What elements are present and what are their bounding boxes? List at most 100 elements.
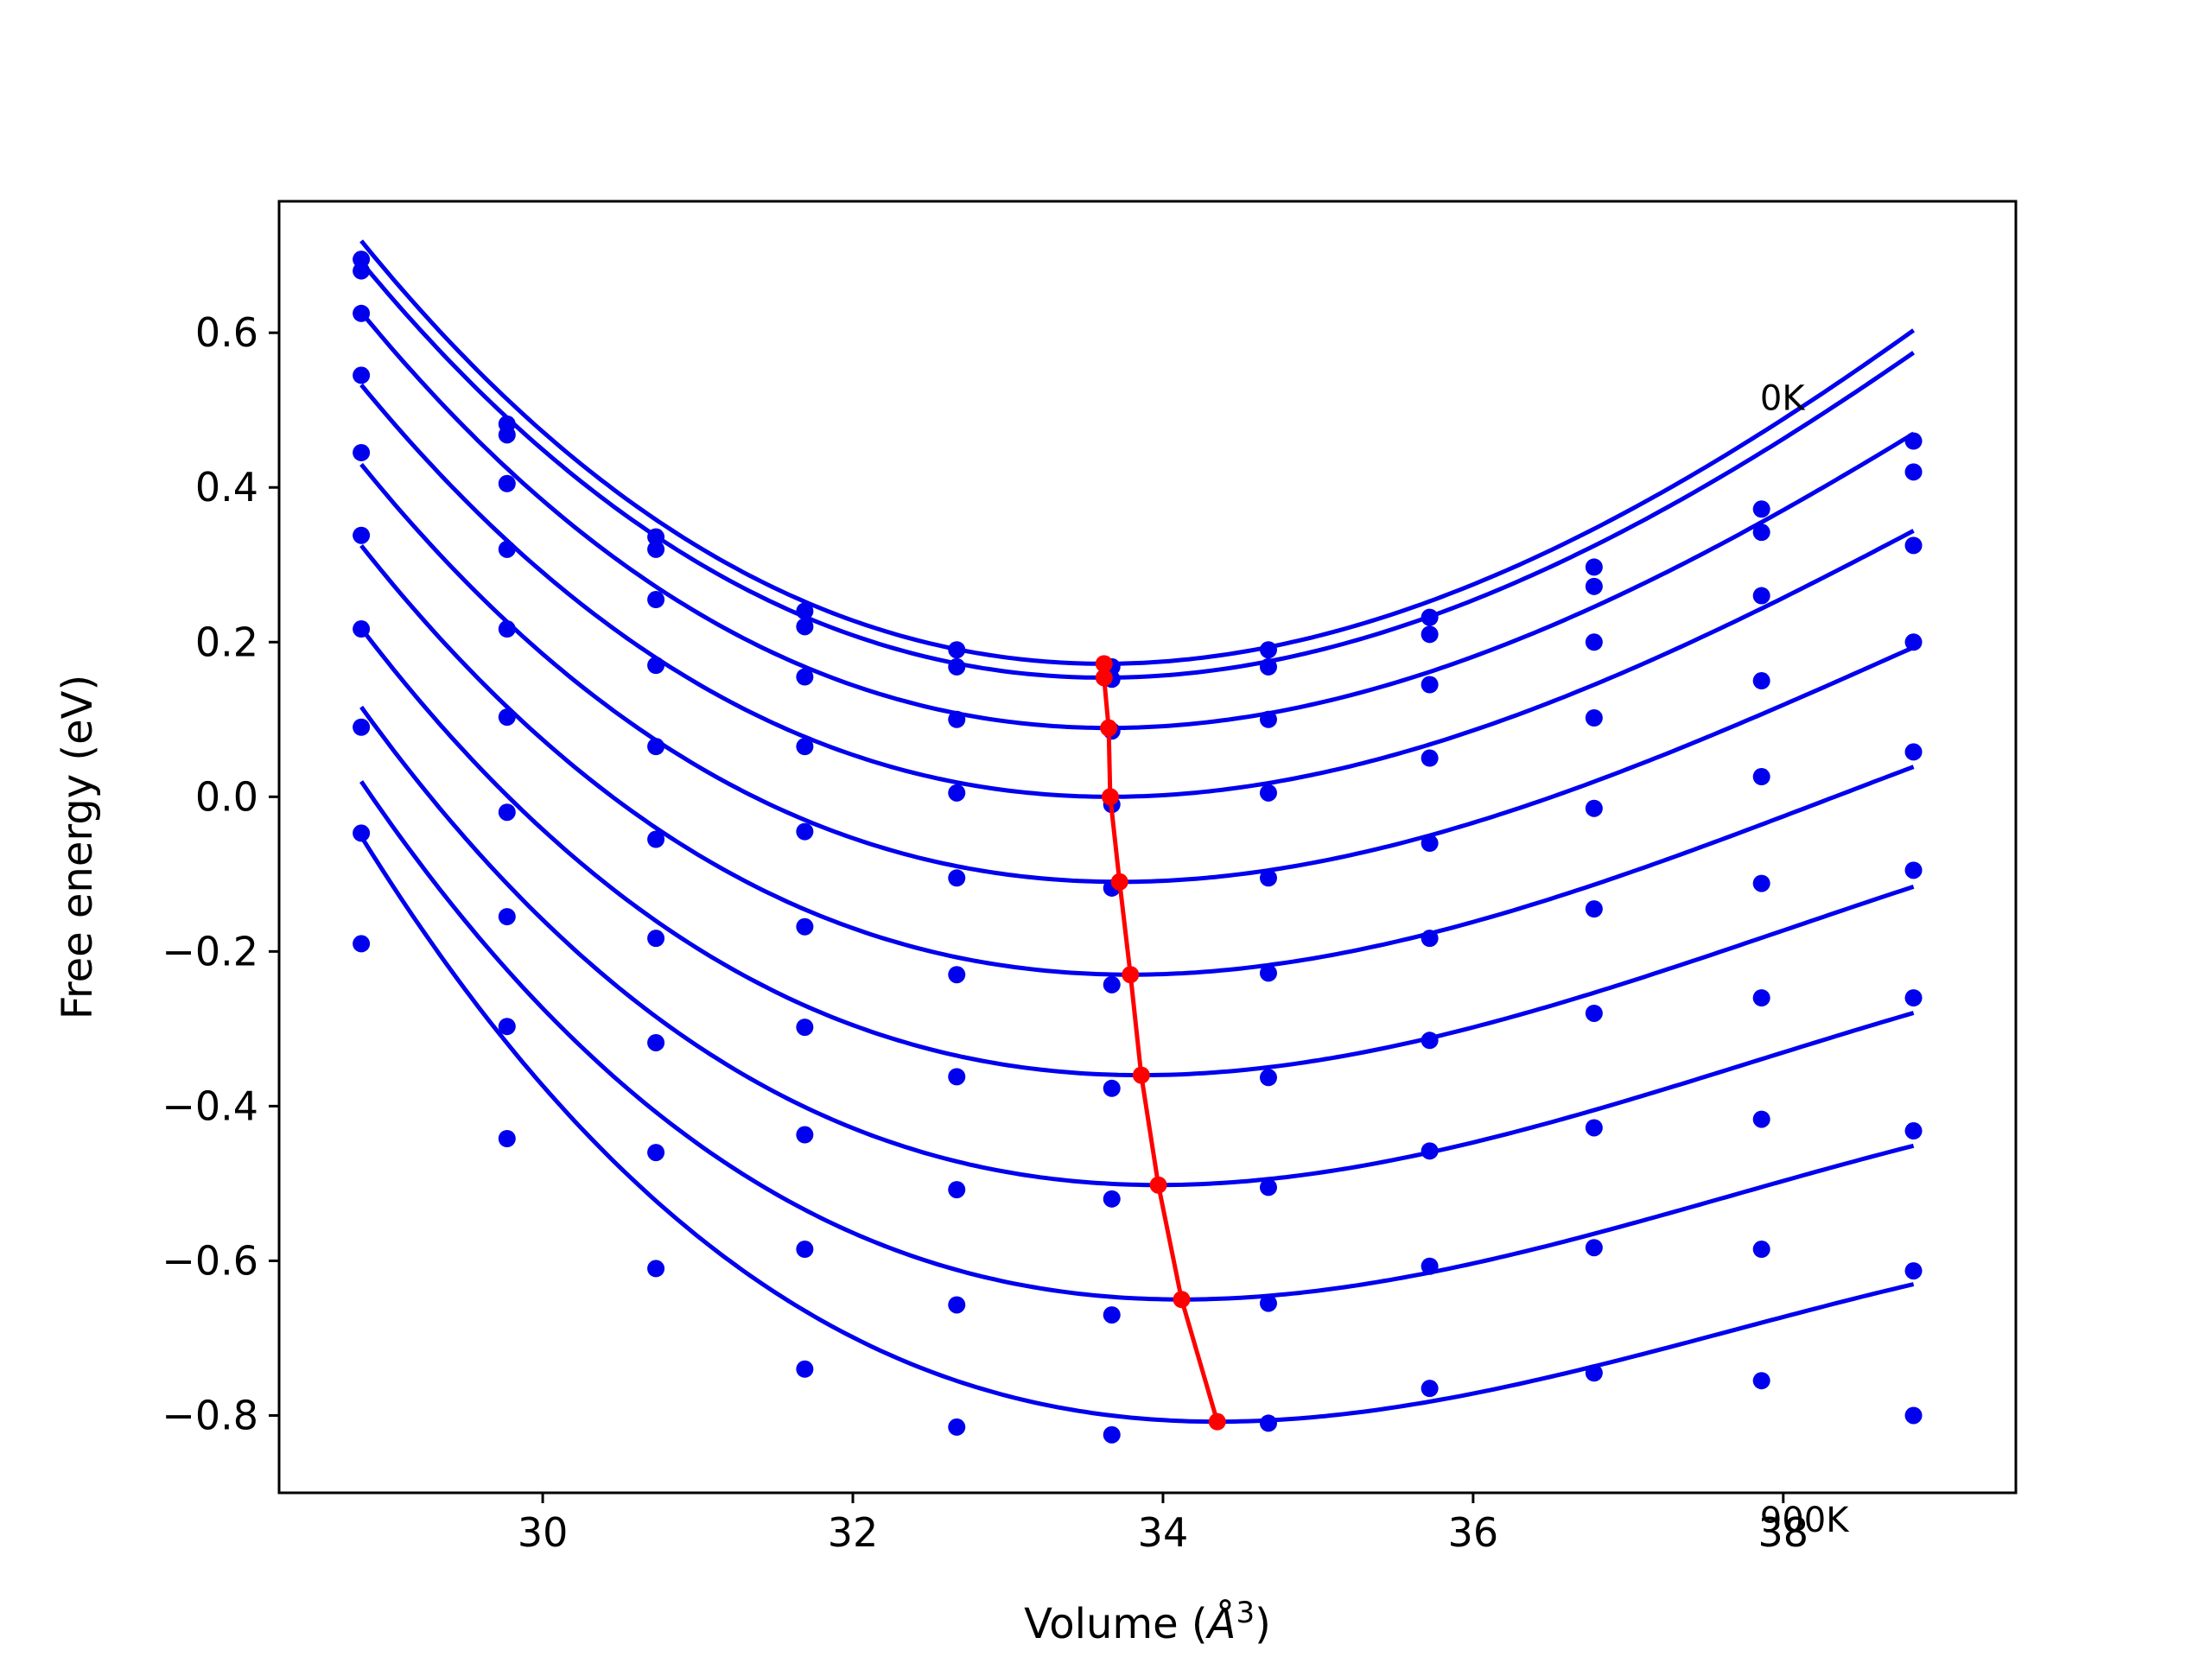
data-point	[647, 830, 665, 848]
x-axis-label-unit: Å	[1205, 1599, 1236, 1648]
data-point	[498, 540, 516, 558]
data-point	[1904, 743, 1923, 761]
data-point	[498, 1018, 516, 1036]
fit-curve-200K	[359, 310, 1915, 731]
x-axis-label-prefix: Volume (	[1024, 1600, 1208, 1648]
fit-curve-300K	[359, 383, 1915, 799]
data-point	[1585, 900, 1603, 918]
data-point	[1259, 869, 1277, 887]
data-point	[1752, 768, 1770, 786]
data-point	[1259, 1069, 1277, 1087]
data-point	[498, 620, 516, 638]
data-point	[948, 657, 966, 676]
data-point	[498, 474, 516, 492]
data-point	[1585, 1004, 1603, 1022]
data-point	[647, 1144, 665, 1162]
data-point	[353, 443, 371, 461]
x-tick-label: 38	[1758, 1509, 1809, 1556]
minimum-point	[1100, 719, 1118, 737]
x-axis-label-suffix: )	[1255, 1600, 1271, 1648]
annotations: 0K 900K	[1760, 379, 1850, 1540]
data-point	[353, 935, 371, 953]
fit-curve-700K	[359, 705, 1915, 1188]
fit-curve-0K	[359, 239, 1916, 666]
data-point	[1752, 587, 1770, 605]
data-point	[948, 710, 966, 728]
data-point	[1259, 1178, 1277, 1196]
minimum-point	[1095, 669, 1113, 687]
data-point	[1259, 1414, 1277, 1432]
fit-curve-400K	[359, 462, 1915, 885]
data-point	[498, 426, 516, 444]
data-point	[1752, 524, 1770, 542]
data-point	[948, 1068, 966, 1086]
data-point	[498, 708, 516, 727]
data-point	[1421, 1142, 1439, 1160]
data-point	[1421, 608, 1439, 626]
data-point	[1585, 577, 1603, 595]
data-point	[1421, 625, 1439, 644]
x-axis-ticks: 30 32 34 36 38	[518, 1493, 1808, 1556]
data-point	[647, 1033, 665, 1051]
minimum-point	[1110, 873, 1128, 891]
data-point	[647, 930, 665, 948]
minimum-point	[1132, 1066, 1150, 1084]
data-point	[796, 1360, 814, 1378]
data-point	[353, 824, 371, 842]
fit-curve-900K	[359, 835, 1915, 1425]
x-axis-label-exponent: 3	[1236, 1596, 1255, 1630]
y-axis-label: Free energy (eV)	[54, 675, 102, 1019]
data-point	[353, 262, 371, 280]
data-point	[948, 641, 966, 659]
y-tick-label: 0.6	[195, 309, 258, 356]
data-point	[1752, 500, 1770, 518]
x-tick-label: 32	[828, 1509, 879, 1556]
data-point	[353, 620, 371, 638]
data-point	[1421, 676, 1439, 694]
data-points	[353, 251, 1923, 1444]
data-point	[353, 526, 371, 544]
data-point	[1585, 799, 1603, 817]
data-point	[353, 718, 371, 736]
data-point	[647, 738, 665, 756]
data-point	[948, 869, 966, 887]
data-point	[647, 657, 665, 675]
data-point	[796, 602, 814, 620]
data-point	[948, 1418, 966, 1436]
plot-content	[353, 239, 1923, 1444]
data-point	[1259, 1294, 1277, 1312]
data-point	[353, 304, 371, 322]
data-point	[1752, 1241, 1770, 1259]
data-point	[1752, 672, 1770, 690]
data-point	[1421, 749, 1439, 767]
x-tick-label: 34	[1138, 1509, 1189, 1556]
y-axis-ticks: 0.6 0.4 0.2 0.0 −0.2 −0.4 −0.6 −0.8	[162, 309, 279, 1438]
data-point	[1585, 1364, 1603, 1382]
data-point	[1103, 975, 1121, 993]
data-point	[948, 966, 966, 984]
data-point	[1904, 1122, 1923, 1140]
data-point	[498, 1129, 516, 1147]
data-point	[1421, 1031, 1439, 1050]
data-point	[1259, 964, 1277, 982]
data-point	[1904, 1406, 1923, 1425]
data-point	[796, 917, 814, 936]
annotation-label: 0K	[1760, 379, 1806, 419]
minimum-point	[1173, 1291, 1191, 1309]
data-point	[1421, 930, 1439, 948]
data-point	[1904, 633, 1923, 651]
y-tick-label: 0.2	[195, 619, 258, 665]
minimum-point	[1149, 1176, 1167, 1194]
data-point	[1585, 1239, 1603, 1257]
x-axis-label: Volume (Å3)	[1024, 1596, 1271, 1648]
data-point	[948, 784, 966, 802]
data-point	[647, 540, 665, 558]
data-point	[1103, 1425, 1121, 1444]
data-point	[1585, 633, 1603, 651]
y-tick-label: 0.4	[195, 464, 258, 511]
y-tick-label: 0.0	[195, 773, 258, 820]
minimum-point	[1095, 655, 1113, 673]
data-point	[1585, 1119, 1603, 1137]
minima-curve	[1102, 663, 1220, 1423]
